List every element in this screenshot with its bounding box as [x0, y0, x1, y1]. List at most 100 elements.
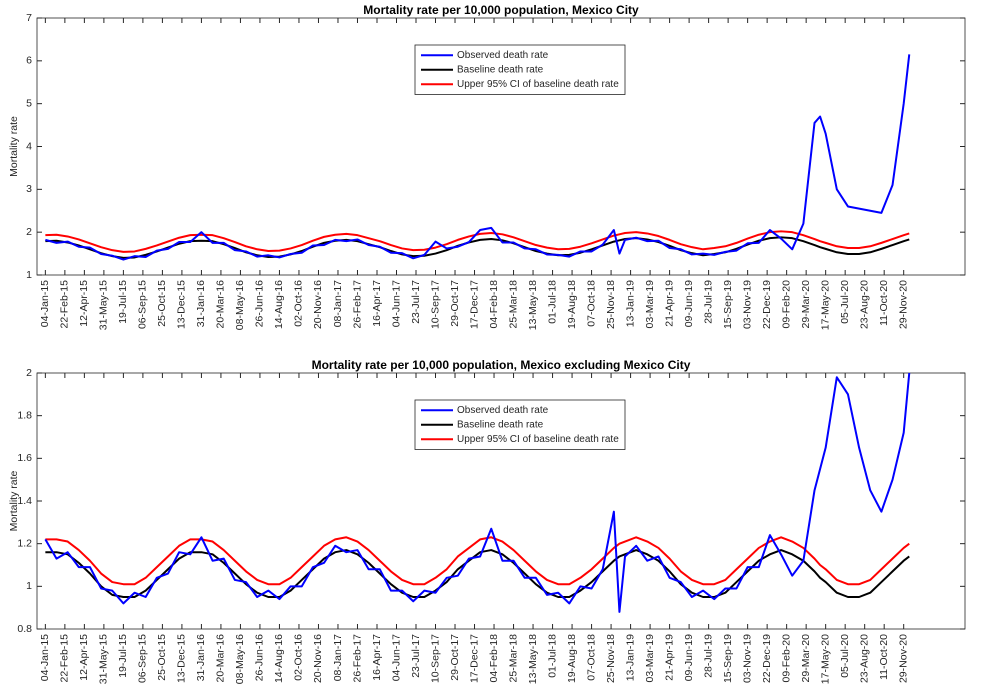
x-tick-label: 13-May-18 [527, 634, 539, 684]
x-tick-label: 23-Jul-17 [410, 634, 422, 678]
x-tick-label: 25-Mar-18 [507, 634, 519, 683]
x-tick-label: 20-Nov-16 [312, 634, 324, 683]
x-tick-label: 26-Jun-16 [254, 280, 266, 327]
x-tick-label: 12-Apr-15 [78, 280, 90, 327]
x-tick-label: 06-Sep-15 [137, 634, 149, 683]
x-tick-label: 21-Apr-19 [663, 280, 675, 327]
x-tick-label: 04-Jun-17 [390, 280, 402, 327]
x-tick-label: 02-Oct-16 [293, 280, 305, 327]
x-tick-label: 08-May-16 [234, 280, 246, 330]
series-line [45, 236, 910, 259]
legend-label: Observed death rate [457, 405, 549, 416]
x-tick-label: 22-Feb-15 [59, 634, 71, 683]
y-tick-label: 5 [26, 97, 32, 109]
x-tick-label: 16-Apr-17 [371, 280, 383, 327]
legend-label: Upper 95% CI of baseline death rate [457, 79, 619, 90]
series-line [45, 230, 910, 253]
x-tick-label: 13-Dec-15 [176, 634, 188, 683]
series-line [45, 536, 910, 586]
x-tick-label: 29-Oct-17 [449, 280, 461, 327]
x-tick-label: 17-May-20 [819, 280, 831, 330]
y-tick-label: 4 [26, 140, 32, 152]
x-tick-label: 15-Sep-19 [722, 280, 734, 329]
y-tick-label: 6 [26, 55, 32, 67]
subplot: Mortality rate per 10,000 population, Me… [8, 358, 966, 684]
y-tick-label: 0.8 [17, 623, 32, 635]
x-tick-label: 19-Jul-15 [117, 280, 129, 324]
x-tick-label: 29-Mar-20 [800, 280, 812, 329]
x-tick-label: 20-Nov-16 [312, 280, 324, 329]
y-tick-label: 1.2 [17, 537, 32, 549]
x-tick-label: 13-May-18 [527, 280, 539, 330]
x-tick-label: 31-Jan-16 [195, 634, 207, 681]
x-tick-label: 17-May-20 [819, 634, 831, 684]
y-axis-label: Mortality rate [8, 116, 20, 177]
y-axis-label: Mortality rate [8, 471, 20, 532]
x-tick-label: 01-Jul-18 [546, 634, 558, 678]
legend-label: Observed death rate [457, 50, 549, 61]
x-tick-label: 21-Apr-19 [663, 634, 675, 681]
x-tick-label: 29-Oct-17 [449, 634, 461, 681]
x-tick-label: 19-Aug-18 [566, 634, 578, 683]
x-tick-label: 31-May-15 [98, 280, 110, 330]
y-tick-label: 1.4 [17, 495, 32, 507]
x-tick-label: 22-Feb-15 [59, 280, 71, 329]
x-tick-label: 25-Oct-15 [156, 634, 168, 681]
x-tick-label: 12-Apr-15 [78, 634, 90, 681]
y-tick-label: 2 [26, 226, 32, 238]
x-tick-label: 06-Sep-15 [137, 280, 149, 329]
x-tick-label: 22-Dec-19 [761, 280, 773, 329]
legend: Observed death rate Baseline death rate Up… [414, 44, 626, 95]
x-tick-label: 11-Oct-20 [878, 280, 890, 326]
series-line [45, 549, 910, 598]
y-tick-label: 1 [26, 580, 32, 592]
x-tick-label: 23-Jul-17 [410, 280, 422, 324]
x-tick-label: 20-Mar-16 [215, 280, 227, 329]
y-tick-label: 7 [26, 12, 32, 24]
x-tick-label: 26-Feb-17 [351, 280, 363, 329]
series-line [44, 372, 911, 613]
series-line [45, 54, 911, 261]
x-tick-label: 20-Mar-16 [215, 634, 227, 683]
x-tick-label: 03-Mar-19 [644, 634, 656, 683]
x-tick-label: 23-Aug-20 [858, 634, 870, 683]
x-tick-label: 03-Nov-19 [741, 634, 753, 683]
x-tick-label: 04-Feb-18 [488, 280, 500, 329]
subplot: Mortality rate per 10,000 population, Me… [8, 3, 966, 330]
legend: Observed death rate Baseline death rate Up… [414, 399, 626, 450]
x-tick-label: 25-Nov-18 [605, 280, 617, 329]
x-tick-label: 07-Oct-18 [585, 280, 597, 327]
x-tick-label: 09-Feb-20 [780, 280, 792, 329]
x-tick-label: 28-Jul-19 [702, 634, 714, 678]
x-tick-label: 08-Jan-17 [332, 280, 344, 327]
x-tick-label: 17-Dec-17 [468, 634, 480, 683]
x-tick-label: 04-Jan-15 [39, 634, 51, 681]
x-tick-label: 26-Jun-16 [254, 634, 266, 681]
x-tick-label: 10-Sep-17 [429, 280, 441, 329]
x-tick-label: 26-Feb-17 [351, 634, 363, 683]
x-tick-label: 14-Aug-16 [273, 280, 285, 329]
x-tick-label: 07-Oct-18 [585, 634, 597, 681]
x-tick-label: 31-May-15 [98, 634, 110, 684]
x-tick-label: 25-Oct-15 [156, 280, 168, 327]
x-tick-label: 22-Dec-19 [761, 634, 773, 683]
x-tick-label: 17-Dec-17 [468, 280, 480, 329]
x-tick-label: 15-Sep-19 [722, 634, 734, 683]
x-tick-label: 31-Jan-16 [195, 280, 207, 327]
x-tick-label: 16-Apr-17 [371, 634, 383, 681]
x-tick-label: 01-Jul-18 [546, 280, 558, 324]
x-tick-label: 23-Aug-20 [858, 280, 870, 329]
x-tick-label: 28-Jul-19 [702, 280, 714, 324]
x-tick-label: 05-Jul-20 [839, 280, 851, 324]
x-tick-label: 29-Nov-20 [897, 634, 909, 683]
x-tick-label: 04-Jan-15 [39, 280, 51, 327]
x-tick-label: 03-Nov-19 [741, 280, 753, 329]
x-tick-label: 09-Feb-20 [780, 634, 792, 683]
y-tick-label: 3 [26, 183, 32, 195]
x-tick-label: 29-Nov-20 [897, 280, 909, 329]
x-tick-label: 13-Jan-19 [624, 634, 636, 681]
chart-title: Mortality rate per 10,000 population, Me… [363, 3, 639, 17]
x-tick-label: 25-Nov-18 [605, 634, 617, 683]
x-tick-label: 13-Jan-19 [624, 280, 636, 327]
